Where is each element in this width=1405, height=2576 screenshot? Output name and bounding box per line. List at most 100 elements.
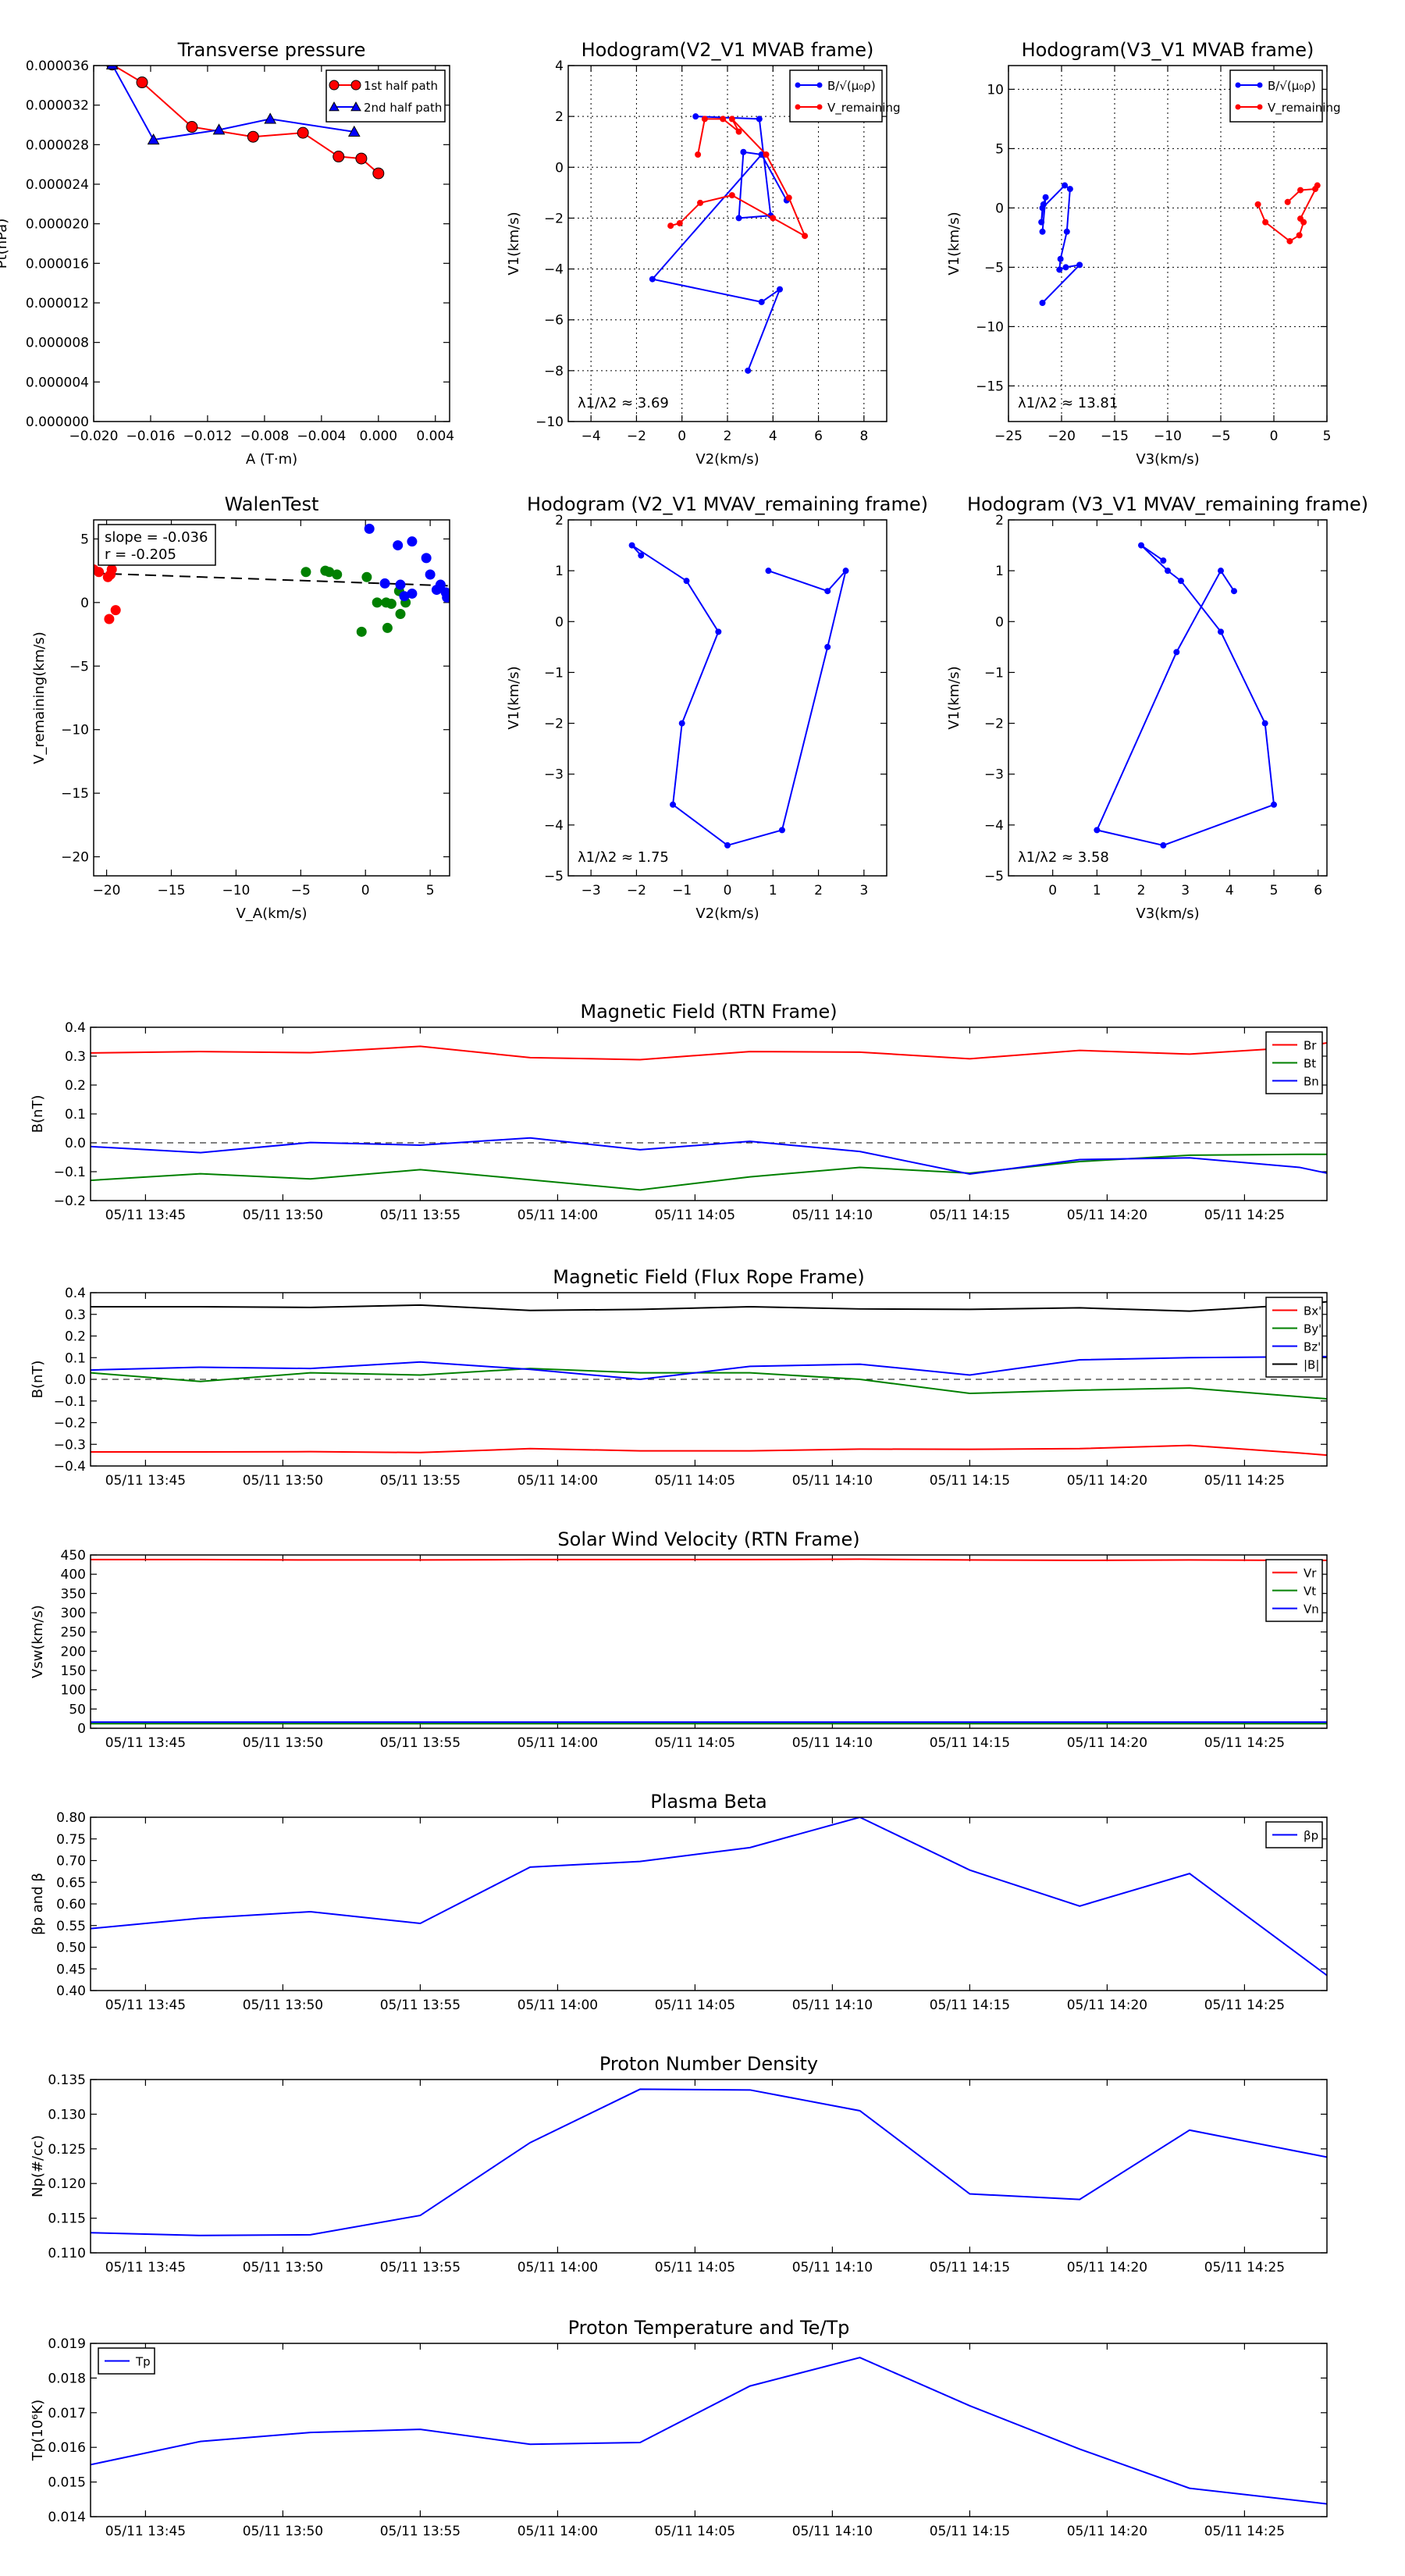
y-axis-label: V1(km/s)	[946, 212, 962, 275]
legend-label: By'	[1304, 1322, 1321, 1336]
data-point	[638, 552, 645, 559]
x-tick-label: 05/11 14:25	[1204, 1473, 1285, 1489]
y-tick-label: 0.40	[56, 1984, 86, 1999]
y-tick-label: −1	[984, 665, 1004, 681]
data-point	[1039, 228, 1046, 235]
x-tick-label: 05/11 14:20	[1067, 1473, 1147, 1489]
y-tick-label: 1	[995, 564, 1004, 579]
y-tick-label: −0.2	[54, 1416, 86, 1432]
x-tick-label: 8	[859, 429, 868, 444]
x-tick-label: 05/11 14:05	[655, 1208, 735, 1223]
chart-tp: Transverse pressure −0.020 −0.016 −0.012 −0.…	[0, 39, 454, 468]
y-tick-label: −6	[544, 313, 564, 329]
data-point	[324, 567, 335, 578]
legend-box	[325, 69, 446, 123]
y-tick-label: 450	[61, 1548, 86, 1564]
annotation-text: λ1/λ2 ≈ 1.75	[578, 849, 669, 866]
data-point	[735, 215, 742, 222]
x-tick-label: 05/11 14:15	[930, 1998, 1010, 2013]
data-point	[264, 112, 277, 124]
data-point	[1138, 542, 1144, 549]
y-tick-label: −5	[69, 659, 89, 674]
legend-label: Vt	[1304, 1585, 1316, 1599]
y-tick-label: 0	[77, 1721, 86, 1737]
y-tick-label: 10	[987, 82, 1004, 98]
series-line-0	[91, 1444, 1327, 1457]
data-point	[301, 567, 311, 578]
x-tick-label: 05/11 14:10	[792, 2524, 873, 2539]
x-tick-label: 0	[361, 883, 370, 898]
y-tick-label: 2	[995, 513, 1004, 528]
data-point	[94, 567, 105, 578]
x-tick-label: 0	[724, 883, 732, 898]
y-axis-label: V1(km/s)	[946, 666, 962, 729]
annotation-text: r = -0.205	[105, 546, 176, 563]
y-tick-label: 0.000000	[26, 415, 89, 430]
y-tick-label: 0.000028	[26, 137, 89, 153]
chart-np: Proton Number Density 05/11 13:45 05/11 13…	[30, 2053, 1328, 2275]
x-tick-label: −25	[994, 429, 1023, 444]
data-point	[1296, 232, 1303, 239]
chart-tp_temp: Proton Temperature and Te/Tp 05/11 13:45 0…	[30, 2317, 1328, 2539]
y-tick-label: 0.000012	[26, 296, 89, 311]
x-tick-label: 05/11 13:45	[105, 2524, 186, 2539]
plot-frame	[90, 2079, 1328, 2254]
data-point	[364, 523, 375, 534]
data-point	[381, 597, 392, 608]
y-tick-label: 0	[995, 614, 1004, 630]
x-tick-label: −0.020	[69, 429, 119, 444]
chart-title: Plasma Beta	[650, 1791, 767, 1813]
y-axis-label: V_remaining(km/s)	[31, 632, 48, 764]
x-tick-label: 05/11 14:15	[930, 2524, 1010, 2539]
plot-area	[628, 542, 849, 849]
plot-frame	[567, 65, 887, 422]
data-point	[724, 841, 731, 849]
data-point	[824, 588, 831, 595]
y-tick-label: 0.70	[56, 1854, 86, 1870]
x-tick-label: 05/11 14:15	[930, 1208, 1010, 1223]
plot-area	[94, 523, 450, 637]
data-point	[1062, 182, 1069, 189]
legend-marker	[1235, 104, 1241, 110]
x-tick-label: −0.004	[297, 429, 346, 444]
legend-marker	[329, 80, 340, 91]
data-point	[407, 536, 418, 547]
x-tick-label: 05/11 14:10	[792, 1735, 873, 1751]
y-tick-label: 1	[555, 564, 564, 579]
x-tick-label: 5	[426, 883, 435, 898]
chart-title: Hodogram(V2_V1 MVAB frame)	[582, 39, 874, 61]
data-point	[379, 578, 390, 589]
x-tick-label: −5	[291, 883, 311, 898]
data-point	[356, 626, 367, 637]
series-line-1	[91, 1368, 1327, 1400]
plot-frame	[1008, 65, 1328, 422]
y-tick-label: 0.45	[56, 1962, 86, 1977]
y-tick-label: −8	[544, 364, 564, 379]
y-tick-label: −15	[61, 786, 89, 802]
x-tick-label: 5	[1270, 883, 1279, 898]
data-point	[1057, 255, 1064, 262]
chart-title: Solar Wind Velocity (RTN Frame)	[557, 1528, 859, 1550]
data-point	[1261, 720, 1268, 727]
y-tick-label: −5	[984, 260, 1004, 276]
data-point	[104, 614, 115, 624]
data-point	[435, 579, 446, 590]
y-tick-label: 5	[80, 532, 89, 547]
plot-area	[91, 1041, 1327, 1191]
y-tick-label: −0.1	[54, 1165, 86, 1180]
x-axis-label: V2(km/s)	[695, 451, 759, 468]
chart-h3: Hodogram (V2_V1 MVAV_remaining frame) −3 −…	[506, 493, 928, 922]
chart-title: Magnetic Field (RTN Frame)	[580, 1001, 837, 1023]
y-tick-label: −2	[984, 717, 1004, 732]
x-tick-label: 05/11 14:25	[1204, 1208, 1285, 1223]
y-tick-label: 4	[555, 59, 564, 74]
chart-title: Hodogram (V2_V1 MVAV_remaining frame)	[527, 493, 928, 515]
chart-title: Proton Temperature and Te/Tp	[568, 2317, 850, 2339]
x-tick-label: 3	[1181, 883, 1190, 898]
y-tick-label: 0.2	[65, 1078, 86, 1094]
data-point	[1160, 557, 1167, 564]
x-tick-label: 2	[814, 883, 823, 898]
data-point	[382, 622, 393, 633]
x-tick-label: 6	[814, 429, 823, 444]
x-tick-label: −20	[1048, 429, 1076, 444]
